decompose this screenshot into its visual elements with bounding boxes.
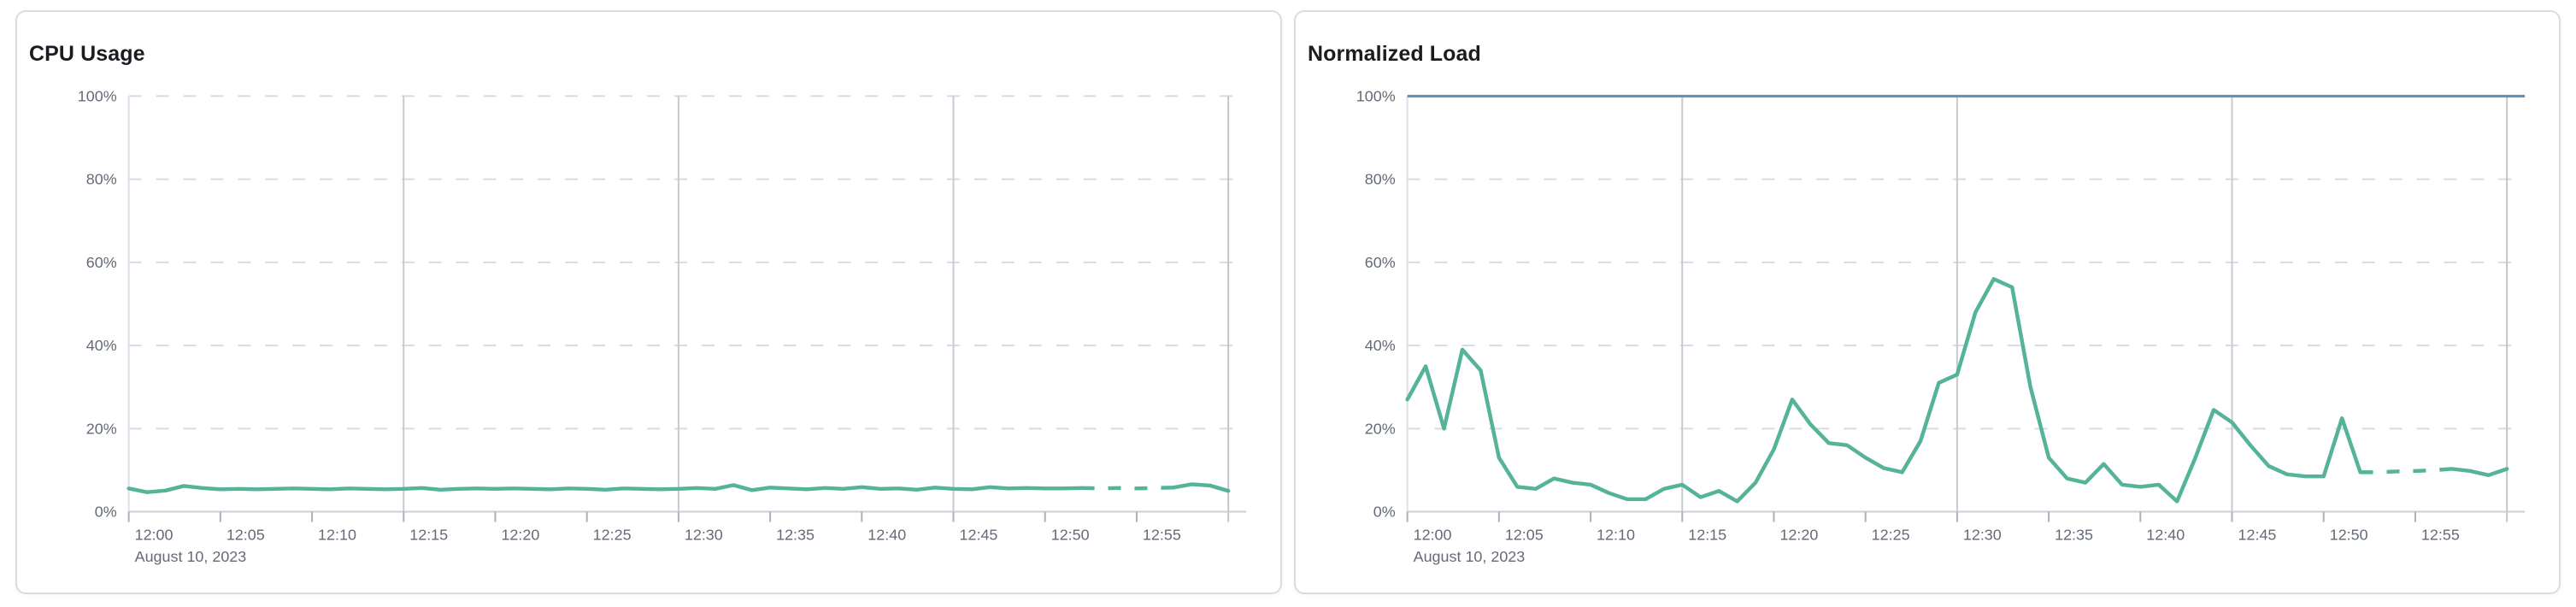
svg-text:12:35: 12:35 xyxy=(2055,526,2093,543)
svg-text:60%: 60% xyxy=(86,254,117,271)
cpu-usage-chart[interactable]: 0%20%40%60%80%100%12:00 12:05 12:10 12:15 12… xyxy=(17,12,1280,592)
svg-text:12:15: 12:15 xyxy=(1688,526,1726,543)
x-axis-date-label: August 10, 2023 xyxy=(1414,548,1526,565)
svg-text:12:45: 12:45 xyxy=(960,526,998,543)
y-axis-labels: 0% 20% 40% 60% 80% 100% xyxy=(1356,87,1396,520)
x-gridlines xyxy=(403,96,1230,522)
svg-text:12:25: 12:25 xyxy=(593,526,632,543)
x-axis-ticks xyxy=(127,511,1138,522)
svg-text:20%: 20% xyxy=(1365,420,1396,437)
svg-text:40%: 40% xyxy=(1365,337,1396,354)
svg-text:12:25: 12:25 xyxy=(1872,526,1910,543)
svg-text:80%: 80% xyxy=(1365,171,1396,188)
svg-text:12:10: 12:10 xyxy=(318,526,356,543)
svg-text:80%: 80% xyxy=(86,171,117,188)
svg-text:12:05: 12:05 xyxy=(1505,526,1544,543)
y-gridlines xyxy=(128,95,1247,430)
svg-text:12:50: 12:50 xyxy=(2330,526,2368,543)
x-axis-labels: 12:00 12:05 12:10 12:15 12:20 12:25 12:30 12:35… xyxy=(135,526,1181,543)
normalized-load-panel-title: Normalized Load xyxy=(1308,41,1481,66)
svg-text:12:55: 12:55 xyxy=(1143,526,1181,543)
svg-text:12:10: 12:10 xyxy=(1597,526,1635,543)
cpu-usage-series-line xyxy=(126,483,1084,494)
x-axis-labels: 12:00 12:05 12:10 12:15 12:20 12:25 12:30 12:35… xyxy=(1414,526,2460,543)
y-axis-labels: 0% 20% 40% 60% 80% 100% xyxy=(78,87,117,520)
normalized-load-chart[interactable]: 0%20%40%60%80%100%12:00 12:05 12:10 12:15 12… xyxy=(1296,12,2559,592)
svg-text:40%: 40% xyxy=(86,337,117,354)
normalized-load-series-line xyxy=(1405,277,2362,504)
svg-text:100%: 100% xyxy=(78,87,117,104)
svg-text:12:45: 12:45 xyxy=(2238,526,2277,543)
svg-text:20%: 20% xyxy=(86,420,117,437)
cpu-usage-panel-title: CPU Usage xyxy=(29,41,145,66)
svg-text:12:00: 12:00 xyxy=(135,526,173,543)
svg-text:12:15: 12:15 xyxy=(409,526,448,543)
y-gridlines xyxy=(1407,95,2526,430)
svg-text:12:30: 12:30 xyxy=(685,526,723,543)
svg-text:12:20: 12:20 xyxy=(1779,526,1818,543)
svg-text:12:40: 12:40 xyxy=(867,526,906,543)
x-axis-ticks xyxy=(1406,511,2416,522)
svg-text:0%: 0% xyxy=(1373,504,1396,521)
svg-text:12:00: 12:00 xyxy=(1414,526,1452,543)
x-axis-date-label: August 10, 2023 xyxy=(135,548,247,565)
svg-text:12:35: 12:35 xyxy=(776,526,815,543)
svg-text:100%: 100% xyxy=(1356,87,1396,104)
cpu-usage-series-line xyxy=(1171,482,1231,493)
svg-text:12:05: 12:05 xyxy=(226,526,265,543)
svg-text:12:30: 12:30 xyxy=(1963,526,2002,543)
svg-text:12:40: 12:40 xyxy=(2146,526,2185,543)
svg-text:60%: 60% xyxy=(1365,254,1396,271)
svg-text:12:20: 12:20 xyxy=(501,526,539,543)
x-gridlines xyxy=(1681,96,2508,522)
svg-text:0%: 0% xyxy=(95,504,117,521)
normalized-load-panel: Normalized Load 0% 20% 40% 60% 80% 100% 12:00 1… xyxy=(1294,10,2561,594)
cpu-usage-series-line-dashed xyxy=(1081,486,1173,491)
cpu-usage-panel: CPU Usage 0% 20% 40% 60% 80% 100% 12:00 12:05 12… xyxy=(15,10,1282,594)
svg-text:12:50: 12:50 xyxy=(1051,526,1090,543)
svg-text:12:55: 12:55 xyxy=(2421,526,2460,543)
normalized-load-series-line xyxy=(2450,467,2509,478)
normalized-load-series-line-dashed xyxy=(2360,467,2452,474)
